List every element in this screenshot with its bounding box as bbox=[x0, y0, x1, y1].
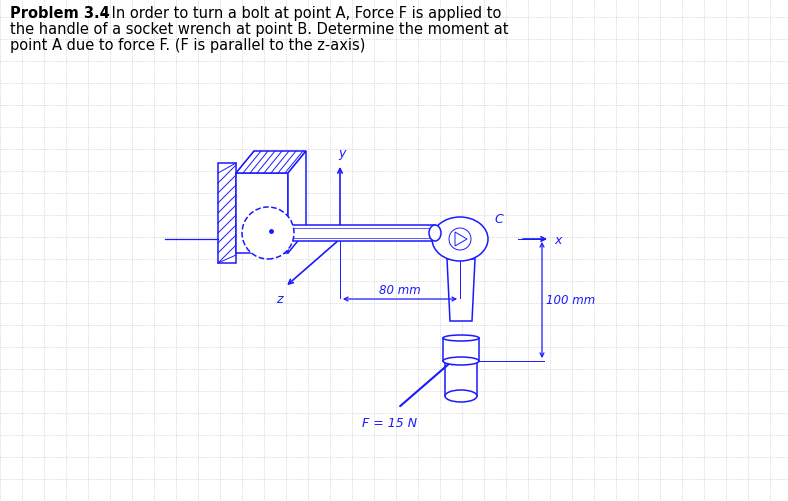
Polygon shape bbox=[288, 225, 435, 241]
Ellipse shape bbox=[443, 335, 479, 341]
Text: point A due to force F. (F is parallel to the z-axis): point A due to force F. (F is parallel t… bbox=[10, 38, 366, 53]
Polygon shape bbox=[445, 361, 477, 396]
Ellipse shape bbox=[445, 390, 477, 402]
Ellipse shape bbox=[429, 225, 441, 241]
Text: the handle of a socket wrench at point B. Determine the moment at: the handle of a socket wrench at point B… bbox=[10, 22, 508, 37]
Ellipse shape bbox=[432, 217, 488, 262]
Polygon shape bbox=[218, 164, 236, 264]
Ellipse shape bbox=[443, 357, 479, 365]
Polygon shape bbox=[455, 232, 467, 246]
Text: - In order to turn a bolt at point A, Force F is applied to: - In order to turn a bolt at point A, Fo… bbox=[97, 6, 501, 21]
Text: y: y bbox=[338, 147, 346, 160]
Text: F = 15 N: F = 15 N bbox=[362, 416, 418, 429]
Polygon shape bbox=[447, 260, 475, 321]
Text: C: C bbox=[494, 212, 503, 225]
Polygon shape bbox=[288, 152, 306, 254]
Text: A: A bbox=[256, 206, 264, 219]
Text: 100 mm: 100 mm bbox=[546, 294, 595, 307]
Text: B: B bbox=[468, 343, 477, 356]
Circle shape bbox=[449, 228, 471, 250]
Text: 80 mm: 80 mm bbox=[379, 284, 421, 297]
Polygon shape bbox=[236, 152, 306, 174]
Ellipse shape bbox=[242, 207, 294, 260]
Polygon shape bbox=[443, 338, 479, 361]
Text: x: x bbox=[554, 233, 561, 246]
Text: Problem 3.4: Problem 3.4 bbox=[10, 6, 110, 21]
Polygon shape bbox=[236, 174, 288, 254]
Text: z: z bbox=[276, 293, 282, 306]
